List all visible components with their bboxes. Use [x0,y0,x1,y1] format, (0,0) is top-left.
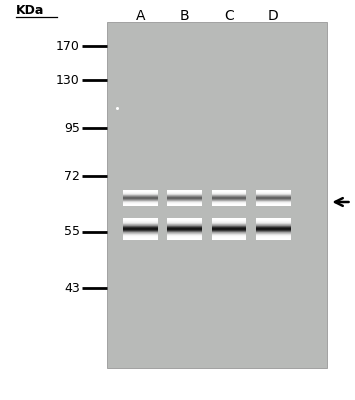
Text: 72: 72 [64,170,80,182]
Bar [106,22,327,368]
Text: 130: 130 [56,74,80,86]
Text: D: D [268,9,279,23]
Text: 170: 170 [56,40,80,52]
Text: C: C [224,9,234,23]
Text: 95: 95 [64,122,80,134]
Text: 43: 43 [64,282,80,294]
Text: KDa: KDa [16,4,44,16]
Text: B: B [180,9,190,23]
Text: 55: 55 [64,226,80,238]
Text: A: A [136,9,145,23]
